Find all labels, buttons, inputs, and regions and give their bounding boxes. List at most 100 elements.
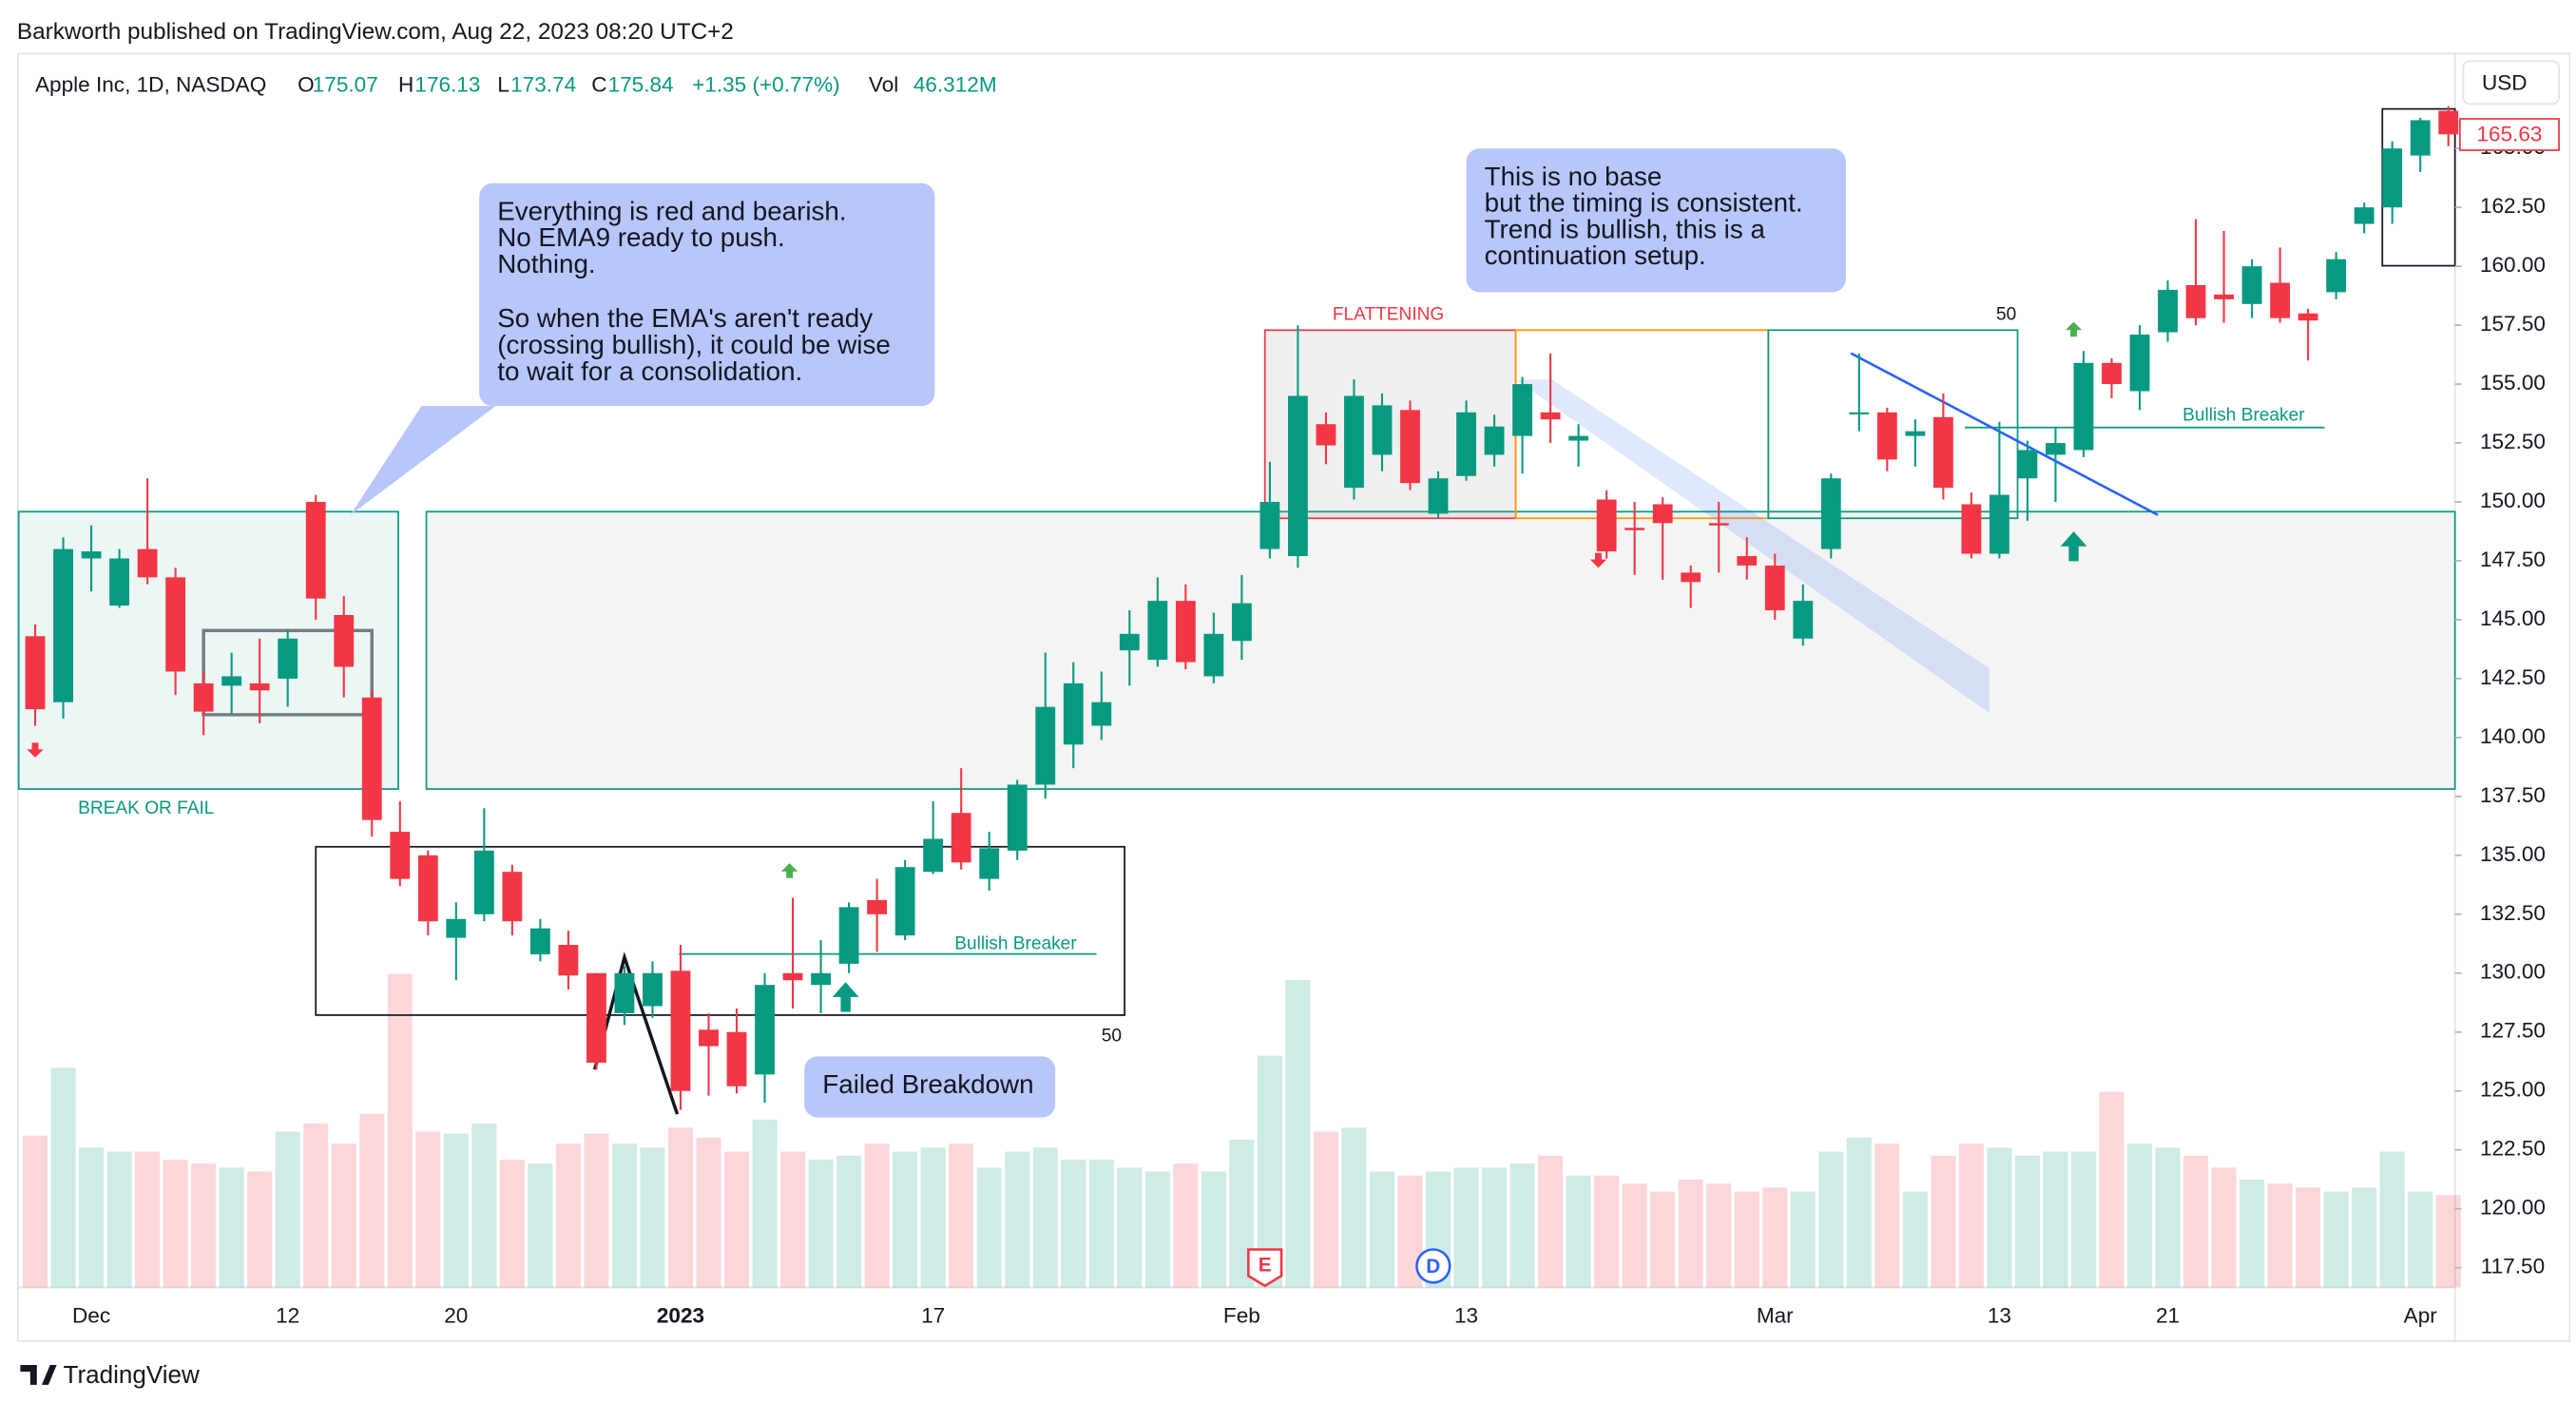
volume-bar (836, 1155, 862, 1288)
period-label: 50 (1102, 1027, 1122, 1047)
candle-body (1793, 601, 1814, 639)
callout-text: Trend is bullish, this is a (1485, 214, 1766, 243)
candle-body (1876, 412, 1897, 460)
x-tick-label: Dec (72, 1304, 110, 1328)
candle-body (867, 899, 888, 914)
volume-bar (1594, 1175, 1620, 1288)
y-tick-label: 152.50 (2480, 430, 2546, 453)
legend-value: 173.74 (510, 72, 576, 96)
candle-body (1231, 603, 1252, 642)
candle-body (838, 907, 859, 964)
candle-body (53, 548, 73, 702)
volume-bar (1678, 1179, 1703, 1288)
candle-body (1652, 504, 1673, 524)
x-tick-label: 12 (276, 1304, 299, 1328)
candle-body (2102, 362, 2122, 385)
volume-bar (1566, 1175, 1591, 1288)
candle-body (1681, 572, 1701, 583)
range-box (315, 845, 1125, 1016)
x-tick-label: 20 (444, 1304, 468, 1328)
currency-button[interactable] (2462, 60, 2560, 106)
candle-body (2129, 335, 2150, 392)
earnings-badge (1247, 1248, 1283, 1288)
callout-text: So when the EMA's aren't ready (497, 303, 873, 333)
volume-bar (2070, 1151, 2097, 1288)
x-tick-label: Apr (2404, 1304, 2438, 1328)
volume-bar (2379, 1151, 2405, 1288)
y-tick-label: 150.00 (2480, 489, 2546, 512)
legend-value: 175.07 (313, 72, 378, 96)
candle-body (614, 972, 635, 1013)
volume-bar (640, 1147, 665, 1288)
candle-body (1063, 682, 1084, 745)
candle-body (1175, 601, 1196, 663)
candle-body (1961, 504, 1982, 554)
volume-bar (1482, 1167, 1508, 1288)
candle-body (529, 928, 550, 954)
candle-body (979, 848, 1000, 879)
candle-body (1512, 384, 1532, 436)
callout-text: to wait for a consolidation. (497, 356, 802, 386)
y-tick-label: 130.00 (2480, 960, 2546, 984)
volume-bar (1874, 1144, 1900, 1288)
candle-body (1932, 416, 1953, 489)
candle-body (25, 636, 46, 710)
arrow-down-small (27, 742, 44, 759)
candle-body (782, 972, 803, 981)
y-tick-label: 137.50 (2480, 783, 2546, 807)
candle-body (1119, 633, 1140, 651)
volume-bar (1005, 1151, 1030, 1288)
time-axis: Dec 12 20 2023 17 Feb 13 Mar 13 21 Apr (72, 1304, 2437, 1328)
candle-body (2241, 266, 2262, 304)
dividend-label: D (1426, 1256, 1440, 1278)
candle-body (2382, 148, 2403, 208)
callout-text: Nothing. (497, 249, 595, 279)
candle-body (473, 850, 494, 914)
candle-body (1568, 435, 1589, 441)
breaker-label: Bullish Breaker (954, 933, 1077, 953)
volume-bar (1032, 1147, 1058, 1288)
volume-layer (22, 973, 2461, 1288)
candle-body (2410, 120, 2431, 156)
volume-bar (696, 1137, 721, 1288)
candle-body (361, 697, 382, 820)
volume-bar (1790, 1191, 1816, 1288)
x-tick-label: Feb (1223, 1304, 1260, 1328)
x-tick-label: Mar (1757, 1304, 1794, 1328)
candle-body (446, 918, 467, 938)
volume-bar (1846, 1137, 1872, 1288)
volume-bar (135, 1151, 161, 1288)
candle-body (502, 872, 523, 922)
volume-bar (471, 1124, 497, 1288)
volume-bar (2211, 1167, 2237, 1288)
volume-bar (1902, 1191, 1928, 1288)
volume-bar (275, 1131, 300, 1288)
volume-bar (2323, 1191, 2349, 1288)
candle-body (417, 855, 438, 922)
candle-body (1820, 478, 1841, 549)
callout-text: (crossing bullish), it could be wise (497, 330, 891, 359)
candle-layer (25, 106, 2459, 1110)
currency-label: USD (2482, 71, 2528, 95)
volume-bar (1622, 1183, 1647, 1288)
trend-line (1850, 352, 2159, 516)
volume-bar (780, 1151, 806, 1288)
legend-change: +1.35 (+0.77%) (692, 72, 840, 96)
breaker-label: Bullish Breaker (2182, 406, 2305, 426)
volume-bar (499, 1159, 525, 1288)
volume-bar (808, 1159, 834, 1288)
legend-value: 46.312M (913, 72, 997, 96)
y-tick-label: 117.50 (2481, 1255, 2545, 1278)
volume-bar (893, 1151, 918, 1288)
candle-body (2354, 207, 2374, 224)
volume-bar (2099, 1091, 2124, 1288)
volume-bar (1313, 1131, 1338, 1288)
price-axis: 117.50 120.00 122.50 125.00 127.50 130.00 132.… (2454, 135, 2546, 1278)
zone-label: BREAK OR FAIL (78, 798, 214, 818)
candle-body (249, 682, 270, 691)
candle-body (2017, 450, 2038, 479)
volume-bar (1061, 1159, 1086, 1288)
candle-body (1147, 601, 1168, 661)
